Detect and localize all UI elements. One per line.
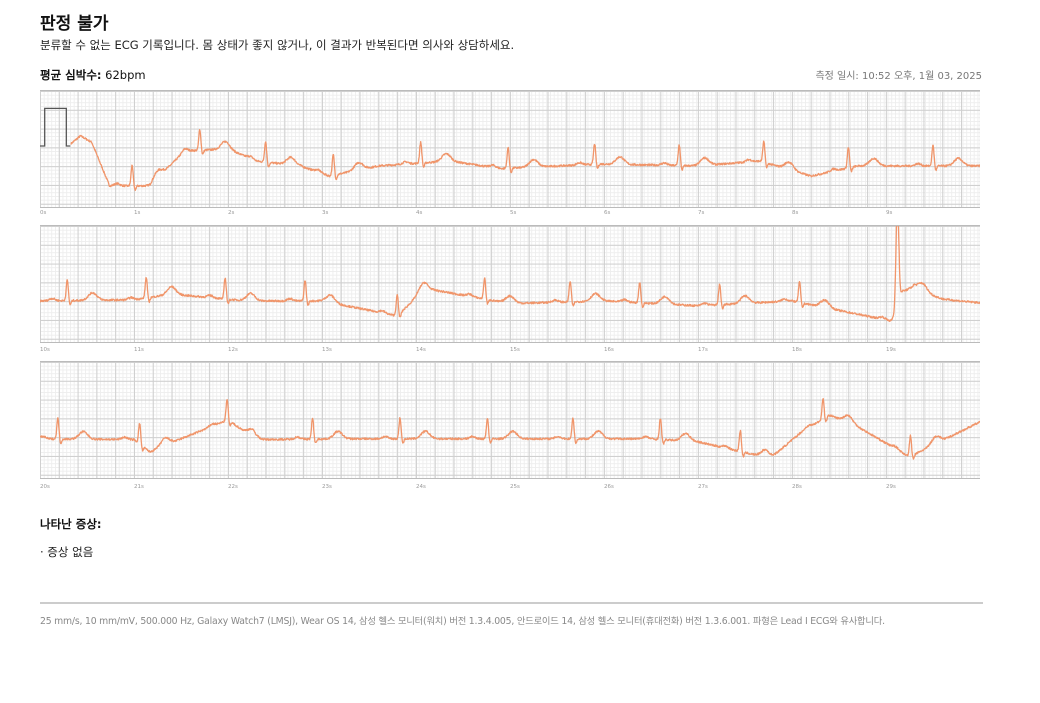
time-tick-label: 23s <box>322 484 332 490</box>
ecg-strip-2-ticks: 10s 11s 12s 13s 14s 15s 16s 17s 18s 19s <box>40 347 980 357</box>
time-tick-label: 9s <box>886 210 893 216</box>
time-tick-label: 8s <box>792 210 799 216</box>
time-tick-label: 12s <box>228 347 238 353</box>
time-tick-label: 22s <box>228 484 238 490</box>
time-tick-label: 28s <box>792 484 802 490</box>
ecg-trace-line <box>40 226 980 323</box>
time-tick-label: 6s <box>604 210 611 216</box>
ecg-strip-1-ticks: 0s 1s 2s 3s 4s 5s 6s 7s 8s 9s <box>40 210 980 220</box>
result-description: 분류할 수 없는 ECG 기록입니다. 몸 상태가 좋지 않거나, 이 결과가 … <box>40 38 515 52</box>
time-tick-label: 27s <box>698 484 708 490</box>
time-tick-label: 5s <box>510 210 517 216</box>
calibration-pulse <box>40 107 71 147</box>
time-tick-label: 18s <box>792 347 802 353</box>
result-title: 판정 불가 <box>40 14 109 34</box>
time-tick-label: 17s <box>698 347 708 353</box>
average-heart-rate-label: 평균 심박수: <box>40 68 102 82</box>
time-tick-label: 4s <box>416 210 423 216</box>
symptoms-heading: 나타난 증상: <box>40 517 102 531</box>
time-tick-label: 26s <box>604 484 614 490</box>
time-tick-label: 21s <box>134 484 144 490</box>
ecg-strip-2 <box>40 225 980 343</box>
time-tick-label: 24s <box>416 484 426 490</box>
measured-at: 측정 일시: 10:52 오후, 1월 03, 2025 <box>815 71 982 82</box>
time-tick-label: 2s <box>228 210 235 216</box>
ecg-trace-svg <box>40 107 980 192</box>
ecg-strip-3 <box>40 361 980 479</box>
time-tick-label: 0s <box>40 210 47 216</box>
average-heart-rate-value: 62bpm <box>105 68 146 82</box>
time-tick-label: 20s <box>40 484 50 490</box>
ecg-trace-line <box>70 129 980 192</box>
time-tick-label: 10s <box>40 347 50 353</box>
time-tick-label: 1s <box>134 210 141 216</box>
footer-divider <box>40 602 983 604</box>
time-tick-label: 19s <box>886 347 896 353</box>
time-tick-label: 15s <box>510 347 520 353</box>
time-tick-label: 16s <box>604 347 614 353</box>
time-tick-label: 7s <box>698 210 705 216</box>
average-heart-rate: 평균 심박수: 62bpm <box>40 67 146 83</box>
time-tick-label: 11s <box>134 347 144 353</box>
time-tick-label: 13s <box>322 347 332 353</box>
ecg-trace-line <box>40 397 980 460</box>
ecg-strip-1 <box>40 90 980 208</box>
ecg-trace-svg <box>40 397 980 460</box>
time-tick-label: 3s <box>322 210 329 216</box>
time-tick-label: 25s <box>510 484 520 490</box>
ecg-trace-svg <box>40 226 980 323</box>
ecg-strip-3-ticks: 20s 21s 22s 23s 24s 25s 26s 27s 28s 29s <box>40 484 980 494</box>
symptom-item: · 증상 없음 <box>40 545 94 559</box>
time-tick-label: 14s <box>416 347 426 353</box>
time-tick-label: 29s <box>886 484 896 490</box>
footer-device-info: 25 mm/s, 10 mm/mV, 500.000 Hz, Galaxy Wa… <box>40 616 885 627</box>
